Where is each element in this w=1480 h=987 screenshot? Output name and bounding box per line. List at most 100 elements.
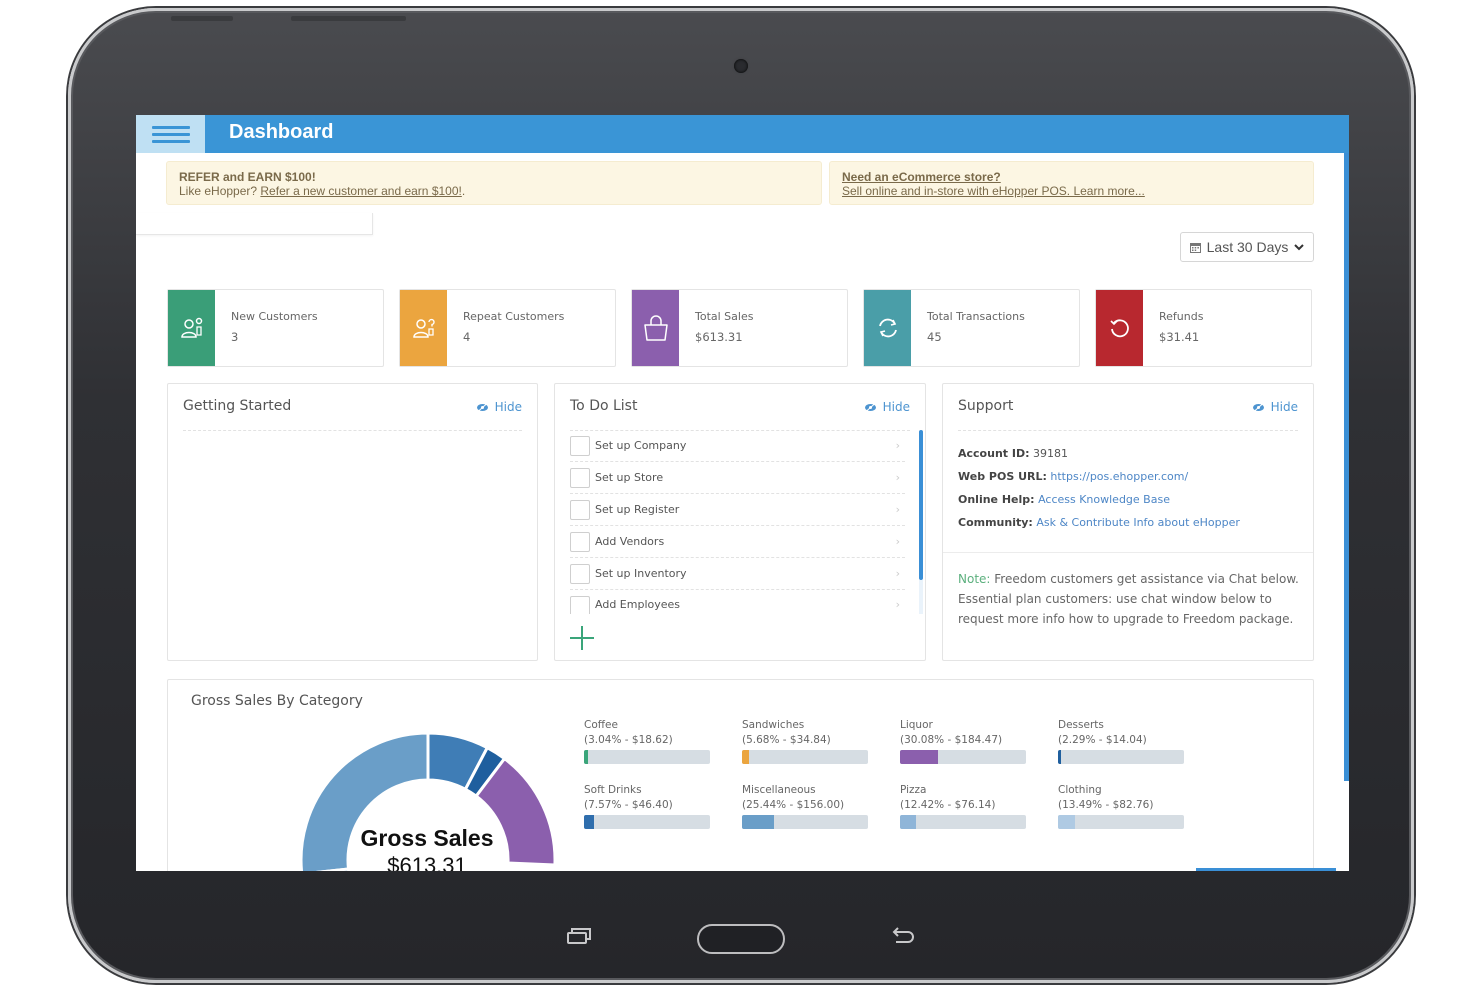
hide-support-button[interactable]: Hide [1252, 400, 1298, 414]
progress-bar [900, 815, 1026, 829]
todo-checkbox[interactable] [570, 563, 590, 584]
todo-item-add-vendors[interactable]: Add Vendors › [570, 526, 905, 558]
category-value: (2.29% - $14.04) [1058, 734, 1147, 746]
chevron-right-icon: › [895, 598, 900, 611]
panel-title: Getting Started [183, 398, 292, 414]
stat-total-sales[interactable]: Total Sales $613.31 [631, 289, 848, 367]
ecommerce-heading-link[interactable]: Need an eCommerce store? [842, 170, 1001, 184]
community-link[interactable]: Ask & Contribute Info about eHopper [1036, 516, 1240, 529]
category-pizza: Pizza (12.42% - $76.14) [900, 783, 1028, 829]
progress-bar [584, 815, 710, 829]
panel-title: Support [958, 398, 1014, 414]
category-name: Clothing [1058, 784, 1102, 796]
chevron-down-icon [1294, 244, 1305, 251]
gross-sales-donut-chart [299, 731, 557, 871]
page-scrollbar[interactable] [1344, 153, 1349, 781]
row-label: Account ID: [958, 447, 1030, 460]
category-value: (5.68% - $34.84) [742, 734, 831, 746]
stat-refunds[interactable]: Refunds $31.41 [1095, 289, 1312, 367]
hide-getting-started-button[interactable]: Hide [476, 400, 522, 414]
stat-repeat-customers[interactable]: Repeat Customers 4 [399, 289, 616, 367]
todo-checkbox[interactable] [570, 499, 590, 520]
todo-checkbox[interactable] [570, 435, 590, 456]
sync-icon [864, 290, 911, 366]
category-value: (7.57% - $46.40) [584, 799, 673, 811]
refer-suffix: . [461, 184, 466, 198]
menu-button[interactable] [136, 115, 205, 153]
empty-widget [136, 213, 373, 235]
category-value: (25.44% - $156.00) [742, 799, 845, 811]
todo-panel: To Do List Hide Set up Company › Set up … [554, 383, 926, 661]
ecommerce-banner: Need an eCommerce store? Sell online and… [829, 161, 1314, 205]
web-pos-url-row: Web POS URL: https://pos.ehopper.com/ [958, 470, 1188, 483]
hide-label: Hide [882, 400, 910, 414]
refer-link[interactable]: Refer a new customer and earn $100! [260, 184, 462, 198]
todo-label: Set up Register [595, 503, 680, 516]
account-id-value: 39181 [1032, 447, 1068, 460]
category-clothing: Clothing (13.49% - $82.76) [1058, 783, 1186, 829]
getting-started-panel: Getting Started Hide [167, 383, 538, 661]
recent-apps-icon[interactable] [566, 926, 592, 946]
ecommerce-learn-more-link[interactable]: Sell online and in-store with eHopper PO… [842, 184, 1145, 198]
refer-prefix: Like eHopper? [179, 184, 261, 198]
todo-item-set-up-store[interactable]: Set up Store › [570, 462, 905, 494]
support-panel: Support Hide Account ID: 39181 Web POS U… [942, 383, 1314, 661]
panel-title: To Do List [570, 398, 638, 414]
todo-checkbox[interactable] [570, 531, 590, 552]
todo-item-add-employees[interactable]: Add Employees › [570, 590, 905, 614]
power-button [291, 16, 406, 21]
knowledge-base-link[interactable]: Access Knowledge Base [1038, 493, 1170, 506]
category-desserts: Desserts (2.29% - $14.04) [1058, 718, 1186, 764]
stat-value: 3 [231, 330, 239, 344]
refer-heading: REFER and EARN $100! [179, 170, 316, 184]
donut-center-value: $613.31 [387, 853, 467, 871]
stat-value: $613.31 [695, 330, 743, 344]
horizontal-scroll-indicator [1196, 868, 1336, 871]
todo-label: Set up Inventory [595, 567, 687, 580]
todo-checkbox[interactable] [570, 596, 590, 614]
todo-item-set-up-register[interactable]: Set up Register › [570, 494, 905, 526]
category-name: Miscellaneous [742, 784, 816, 796]
hide-label: Hide [494, 400, 522, 414]
donut-segment-clothing [315, 867, 351, 871]
divider [183, 430, 522, 431]
todo-item-set-up-company[interactable]: Set up Company › [570, 430, 905, 462]
stat-total-transactions[interactable]: Total Transactions 45 [863, 289, 1080, 367]
web-pos-url-link[interactable]: https://pos.ehopper.com/ [1050, 470, 1189, 483]
stat-new-customers[interactable]: New Customers 3 [167, 289, 384, 367]
category-name: Liquor [900, 719, 933, 731]
back-icon[interactable] [890, 926, 916, 946]
plus-icon[interactable] [570, 626, 594, 650]
stat-label: Total Transactions [927, 310, 1025, 323]
date-range-dropdown[interactable]: Last 30 Days [1180, 232, 1314, 262]
todo-checkbox[interactable] [570, 467, 590, 488]
progress-bar [742, 750, 868, 764]
refer-banner: REFER and EARN $100! Like eHopper? Refer… [166, 161, 822, 205]
hide-todo-button[interactable]: Hide [864, 400, 910, 414]
top-bar: Dashboard [136, 115, 1349, 153]
todo-scrollbar[interactable] [919, 430, 923, 580]
page-title: Dashboard [229, 121, 334, 143]
eye-slash-icon [864, 402, 876, 412]
volume-button [171, 16, 233, 21]
todo-label: Add Vendors [595, 535, 665, 548]
repeat-customers-icon [400, 290, 447, 366]
donut-segment-miscellaneous [299, 731, 430, 871]
stat-value: 45 [927, 330, 942, 344]
stat-label: New Customers [231, 310, 318, 323]
note-label: Note: [958, 572, 991, 586]
calendar-icon [1189, 242, 1201, 253]
stat-value: $31.41 [1159, 330, 1200, 344]
front-camera [734, 59, 748, 73]
home-button[interactable] [697, 924, 785, 954]
stat-label: Repeat Customers [463, 310, 565, 323]
progress-bar [900, 750, 1026, 764]
new-customers-icon [168, 290, 215, 366]
refund-icon [1096, 290, 1143, 366]
stat-value: 4 [463, 330, 471, 344]
donut-segment-liquor [474, 756, 557, 867]
todo-item-set-up-inventory[interactable]: Set up Inventory › [570, 558, 905, 590]
account-id-row: Account ID: 39181 [958, 447, 1068, 460]
category-value: (3.04% - $18.62) [584, 734, 673, 746]
category-value: (30.08% - $184.47) [900, 734, 1003, 746]
